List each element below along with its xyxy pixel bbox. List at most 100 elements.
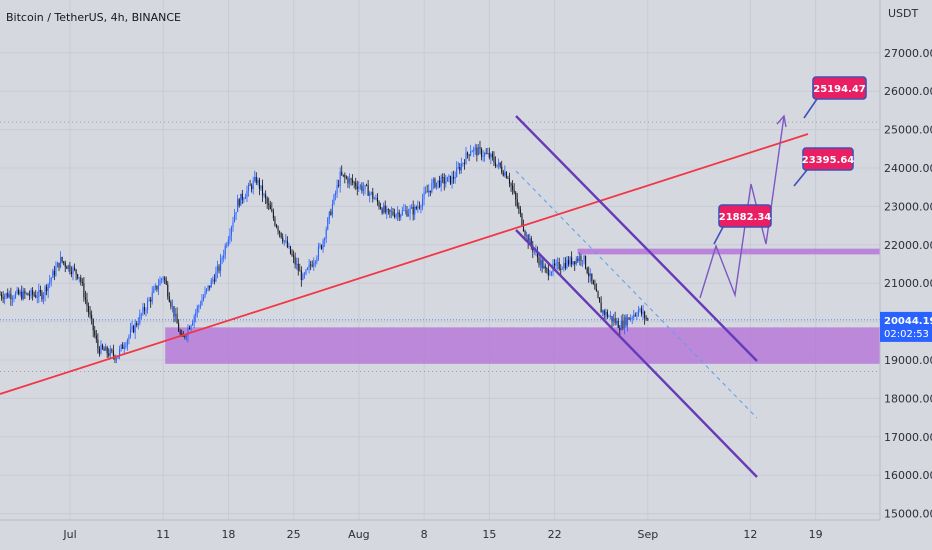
candle [546,267,548,274]
candle [367,179,369,196]
candle-body [526,235,528,236]
candle [431,178,433,194]
candle [333,193,335,206]
candle [220,253,222,277]
candle [540,256,542,271]
candle [501,160,503,175]
candle [459,163,461,175]
candle [227,236,229,247]
candle-body [359,185,361,187]
candle [467,151,469,159]
candle [128,334,130,345]
candle-body [286,240,288,248]
candle [442,173,444,184]
candle-body [133,326,135,333]
candle-body [159,280,161,286]
candle [412,200,414,221]
candle-body [101,344,104,349]
candle [39,285,41,297]
candle [150,296,152,308]
candle-body [443,177,445,184]
candle [18,287,20,296]
candle-body [389,209,391,212]
candle-body [157,285,159,290]
candle [605,308,607,320]
candle [218,264,220,274]
candle [176,307,178,324]
candle [223,249,225,263]
candle [170,299,172,310]
candle-body [642,311,644,314]
candle-body [119,348,121,356]
candle-body [154,285,156,289]
candle [282,233,284,244]
candle [125,341,127,350]
candle-body [22,290,24,299]
candle-body [325,229,327,239]
candle [591,273,593,285]
candle-body [602,310,604,313]
time-tick-label: Sep [637,528,658,541]
resistance-zone [577,248,880,255]
candle [238,197,240,208]
candle [46,284,48,296]
candle [131,320,133,333]
candle-body [302,274,304,280]
candle-body [412,206,414,215]
candle-body [521,213,523,226]
candle [147,297,149,314]
candle [384,200,386,215]
candle [390,206,392,219]
candle-body [639,308,641,311]
candle [575,256,577,266]
candle-body [420,206,422,208]
candle [634,312,636,317]
candle-body [162,277,164,279]
candle-body [358,186,360,190]
candle-body [350,178,352,180]
candle-body [128,335,130,340]
candle-body [80,277,82,282]
candle [289,245,292,255]
candle [319,242,321,249]
candle-body [137,323,139,326]
candle-body [440,176,442,187]
candle-body [296,263,298,265]
candle [516,192,518,209]
candle-body [215,271,217,282]
candle-body [494,162,497,167]
candle-body [513,189,515,193]
candle-body [515,192,517,200]
candle [84,290,86,305]
candle-body [480,149,483,157]
channel-upper-line [515,115,758,362]
candle [137,317,139,330]
candle [249,179,251,186]
candle-body [36,297,38,298]
candle [487,147,489,155]
candle [251,183,253,193]
candle [316,255,318,265]
candle-body [247,184,250,191]
candle-body [544,265,546,269]
candle [157,278,159,295]
candle-body [160,278,163,281]
candle-body [355,182,357,187]
time-tick-label: Aug [348,528,369,541]
candle-body [622,320,624,328]
candle [342,174,344,178]
candle-body [277,227,279,232]
candle-body [462,163,464,164]
candle [32,287,34,301]
candle [553,259,556,270]
candle-body [456,167,458,177]
candle-body [313,263,315,267]
candle [206,288,208,295]
candle [398,209,400,222]
candle [547,263,549,281]
candle-body [42,294,45,300]
candle-body [123,347,125,349]
candle-body [564,262,566,269]
candle-body [474,147,476,149]
